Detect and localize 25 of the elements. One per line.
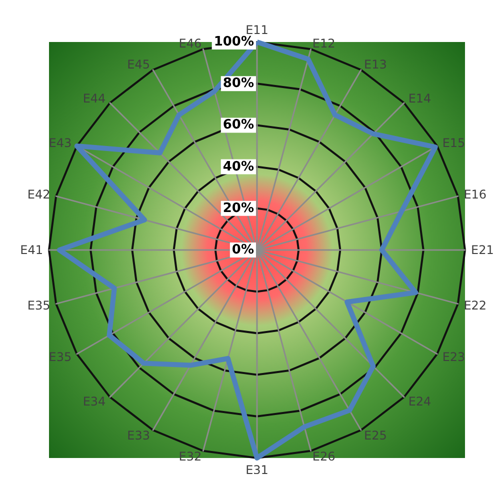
spoke-label: E25 xyxy=(364,428,387,442)
spoke-label: E42 xyxy=(27,188,50,202)
y-tick-label: 60% xyxy=(222,118,254,133)
spoke-label: E14 xyxy=(408,92,432,106)
spoke-label: E34 xyxy=(82,394,106,408)
spoke-label: E21 xyxy=(471,243,494,257)
y-tick-label: 0% xyxy=(232,242,254,258)
spoke-label: E15 xyxy=(442,136,466,150)
y-tick-label: 80% xyxy=(222,76,254,92)
y-tick-label: 20% xyxy=(222,200,254,216)
spoke-label: E13 xyxy=(364,58,387,72)
spoke-label: E24 xyxy=(408,394,432,408)
spoke-label: E31 xyxy=(246,463,268,477)
spoke-label: E22 xyxy=(464,298,487,312)
spoke-label: E23 xyxy=(442,350,466,364)
spoke-label: E16 xyxy=(464,188,487,202)
spoke-label: E11 xyxy=(246,23,268,37)
spoke-label: E33 xyxy=(127,428,150,442)
y-tick-label: 100% xyxy=(214,34,254,50)
spoke-label: E35 xyxy=(48,350,72,364)
spoke-label: E43 xyxy=(48,136,72,150)
y-tick-label: 40% xyxy=(222,159,254,174)
spoke-label: E41 xyxy=(20,243,43,257)
spoke-label: E44 xyxy=(82,92,106,106)
spoke-label: E45 xyxy=(127,58,150,72)
